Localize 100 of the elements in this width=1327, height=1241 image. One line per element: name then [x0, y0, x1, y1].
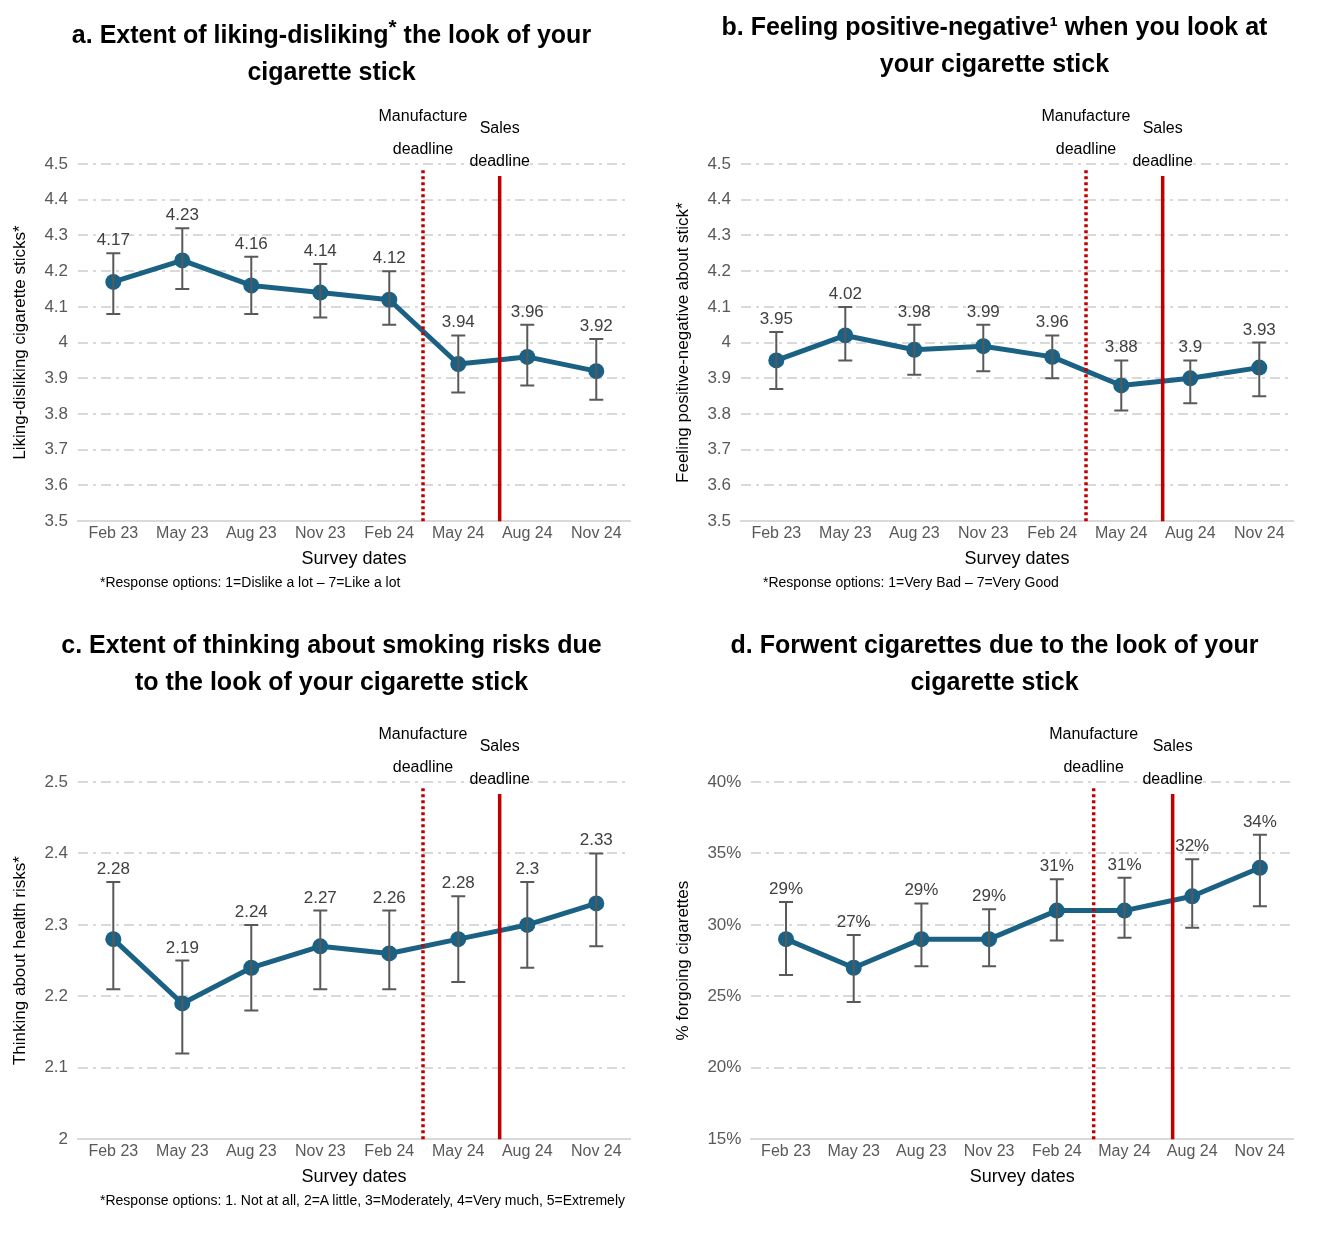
x-tick-label: Feb 24	[1027, 524, 1078, 542]
x-tick-label: Aug 23	[888, 524, 940, 542]
data-label: 2.28	[96, 859, 130, 879]
y-tick-label: 25%	[707, 986, 742, 1006]
x-tick-label: Feb 23	[751, 524, 802, 542]
data-label: 2.33	[579, 830, 613, 850]
x-tick-label: Aug 24	[1164, 524, 1216, 542]
y-tick-label: 3.8	[44, 403, 69, 423]
data-label: 31%	[1107, 854, 1142, 874]
data-label: 3.95	[759, 308, 793, 328]
x-axis-title: Survey dates	[301, 548, 407, 569]
data-label: 2.24	[234, 901, 268, 921]
x-tick-label: Nov 23	[294, 1142, 346, 1160]
text: *Response options: 1=Dislike a lot – 7=Like a lot	[100, 574, 402, 592]
ref-line-label: Manufacture deadline	[378, 107, 468, 157]
data-label: 3.99	[966, 301, 1000, 321]
data-label: 29%	[972, 886, 1007, 906]
data-label: 3.96	[1035, 312, 1069, 332]
data-label: 2.26	[372, 887, 406, 907]
x-tick-label: Nov 23	[294, 524, 346, 542]
x-tick-label: May 23	[827, 1142, 881, 1160]
text: *Response options: 1=Very Bad – 7=Very Good	[763, 574, 1060, 592]
y-tick-label: 4.2	[44, 260, 69, 280]
data-label: 31%	[1039, 856, 1074, 876]
x-tick-label: May 23	[156, 1142, 209, 1160]
x-tick-label: Aug 24	[1166, 1142, 1218, 1160]
data-label: 2.27	[303, 887, 337, 907]
data-label: 3.98	[897, 301, 931, 321]
x-tick-label: Nov 24	[570, 1142, 622, 1160]
x-tick-label: Aug 23	[896, 1142, 947, 1160]
data-label: 3.96	[510, 301, 544, 321]
data-label: 2.28	[441, 873, 475, 893]
data-label: 34%	[1242, 811, 1277, 831]
ref-line-label: Sales deadline	[1142, 737, 1203, 787]
y-tick-label: 3.7	[44, 439, 69, 459]
x-tick-label: May 23	[819, 524, 872, 542]
y-tick-label: 3.8	[707, 403, 732, 423]
data-label: 4.12	[372, 248, 406, 268]
y-axis-title: Feeling positive-negative about stick*	[672, 201, 692, 483]
y-tick-label: 4.2	[707, 260, 732, 280]
x-tick-label: Aug 24	[501, 1142, 553, 1160]
y-tick-label: 2.2	[44, 986, 69, 1006]
chart-title: d. Forwent cigarettes due to the look of your cigarette stick	[729, 629, 1260, 697]
data-label: 3.93	[1242, 319, 1276, 339]
chart-title: b. Feeling positive-negative¹ when you look at your cigarette stick	[720, 11, 1269, 79]
data-label: 3.9	[1178, 337, 1203, 357]
y-tick-label: 3.5	[707, 510, 732, 530]
y-tick-label: 4.3	[44, 225, 69, 245]
x-tick-label: Aug 23	[225, 1142, 277, 1160]
x-tick-label: Feb 24	[364, 524, 415, 542]
data-label: 4.02	[828, 283, 862, 303]
y-axis-title: % forgoing cigarettes	[672, 880, 692, 1041]
y-tick-label: 4.3	[707, 225, 732, 245]
x-tick-label: Aug 23	[225, 524, 277, 542]
x-tick-label: Nov 24	[1234, 1142, 1286, 1160]
y-tick-label: 2.3	[44, 914, 69, 934]
y-axis-title: Thinking about health risks*	[9, 855, 29, 1066]
y-tick-label: 20%	[707, 1057, 742, 1077]
x-tick-label: Aug 24	[501, 524, 553, 542]
y-tick-label: 4	[58, 332, 69, 352]
x-axis-title: Survey dates	[969, 1166, 1075, 1187]
y-tick-label: 3.6	[707, 475, 732, 495]
ref-line-label: Sales deadline	[469, 119, 531, 169]
x-tick-label: Feb 23	[88, 1142, 139, 1160]
ref-line-label: Manufacture deadline	[1049, 725, 1139, 775]
x-tick-label: May 24	[432, 524, 485, 542]
data-label: 2.19	[165, 937, 199, 957]
x-tick-label: May 24	[1095, 524, 1148, 542]
data-label: 4.14	[303, 241, 337, 261]
y-tick-label: 4.4	[44, 189, 69, 209]
x-tick-label: Feb 24	[1031, 1142, 1082, 1160]
x-axis-title: Survey dates	[964, 548, 1070, 569]
y-tick-label: 4.5	[707, 153, 732, 173]
y-tick-label: 2.4	[44, 843, 69, 863]
y-tick-label: 3.6	[44, 475, 69, 495]
x-tick-label: Nov 23	[963, 1142, 1015, 1160]
chart-title: c. Extent of thinking about smoking risks due to the look of your cigarette stick	[60, 629, 603, 697]
x-tick-label: Nov 24	[570, 524, 622, 542]
y-tick-label: 2	[58, 1128, 69, 1148]
y-tick-label: 40%	[707, 771, 742, 791]
y-tick-label: 4.1	[44, 296, 69, 316]
ref-line-label: Sales deadline	[1132, 119, 1194, 169]
x-tick-label: May 23	[156, 524, 209, 542]
y-axis-title: Liking-disliking cigarette sticks*	[9, 225, 29, 460]
y-tick-label: 30%	[707, 914, 742, 934]
ref-line-label: Manufacture deadline	[378, 725, 468, 775]
y-tick-label: 4.5	[44, 153, 69, 173]
y-tick-label: 2.1	[44, 1057, 69, 1077]
y-tick-label: 3.5	[44, 510, 69, 530]
y-tick-label: 4	[721, 332, 732, 352]
chart-title: a. Extent of liking-disliking$^{*}$ the look of your cigarette stick	[70, 14, 593, 88]
data-label: 29%	[769, 879, 804, 899]
x-tick-label: Feb 24	[364, 1142, 415, 1160]
data-label: 29%	[904, 880, 939, 900]
y-tick-label: 35%	[707, 843, 742, 863]
x-tick-label: Feb 23	[761, 1142, 812, 1160]
y-tick-label: 3.7	[707, 439, 732, 459]
data-label: 4.16	[234, 233, 268, 253]
y-tick-label: 4.4	[707, 189, 732, 209]
data-label: 3.88	[1104, 337, 1138, 357]
